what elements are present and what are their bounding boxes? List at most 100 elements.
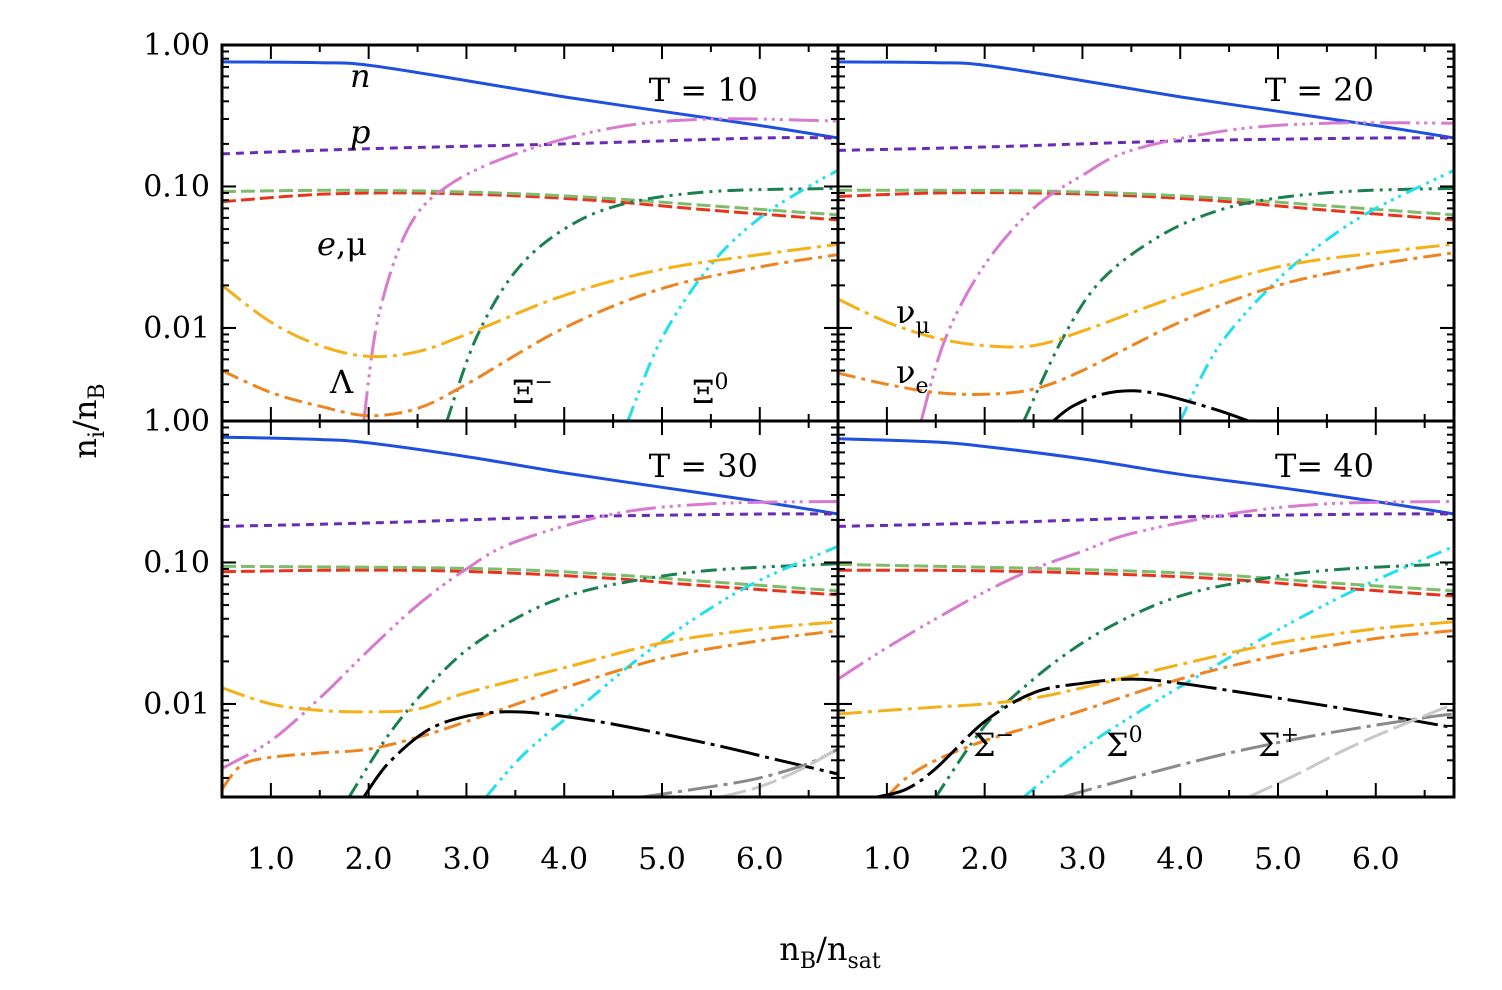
series-group [222, 60, 838, 421]
series-line-lambda [919, 121, 1454, 421]
series-line-n [222, 435, 838, 516]
species-label: p [350, 113, 370, 151]
series-line-xi-zero [1022, 545, 1454, 797]
panel-label: T = 20 [1265, 71, 1374, 109]
series-line-sigma-minus [1052, 389, 1250, 421]
x-tick-label: 3.0 [443, 842, 491, 877]
series-line-nu-e [222, 629, 838, 791]
x-axis-title: nB/nsat [779, 930, 881, 974]
x-tick-label: 1.0 [247, 842, 295, 877]
axis-title-sub: i [85, 431, 110, 438]
series-group [222, 435, 838, 797]
y-tick-label: 1.00 [143, 28, 210, 63]
axis-title-sub: B [800, 949, 816, 974]
species-main: e [317, 225, 336, 263]
x-tick-label: 4.0 [540, 842, 588, 877]
series-line-nu-e [885, 629, 1454, 797]
series-line-nu-e [222, 253, 838, 418]
y-tick-label: 0.10 [143, 169, 210, 204]
panel-label: T = 10 [649, 71, 758, 109]
series-line-e [222, 568, 838, 597]
series-line-mu [222, 188, 838, 217]
x-tick-label: 4.0 [1156, 842, 1204, 877]
series-line-e [222, 191, 838, 222]
species-main: Ξ [512, 373, 535, 411]
species-main: n [350, 57, 371, 95]
series-line-n [222, 60, 838, 140]
axis-title-sub2: sat [847, 949, 880, 974]
panel-2: T = 20 νμ νe [836, 43, 1456, 423]
x-tick-label: 2.0 [345, 842, 393, 877]
series-line-p [838, 512, 1454, 528]
species-label: Λ [329, 363, 354, 401]
y-tick-label: 0.01 [143, 311, 210, 346]
species-main: Σ [1258, 726, 1281, 764]
species-label: n [350, 57, 371, 95]
series-line-n [838, 437, 1454, 516]
series-line-xi-minus [347, 562, 838, 797]
series-line-xi-minus [1022, 186, 1454, 421]
species-label: Σ0 [1106, 723, 1143, 764]
y-tick-label: 0.01 [143, 687, 210, 722]
panel-label: T= 40 [1275, 447, 1374, 485]
x-tick-label: 5.0 [1254, 842, 1302, 877]
series-line-xi-zero [484, 545, 838, 797]
species-extra: ,μ [336, 225, 367, 263]
species-sup: − [996, 723, 1014, 748]
series-line-xi-minus [445, 186, 838, 421]
series-line-sigma-plus [1248, 702, 1454, 797]
series-group [838, 60, 1454, 421]
species-label: Σ+ [1258, 723, 1299, 764]
y-tick-label: 1.00 [143, 404, 210, 439]
axis-title-main: n [66, 438, 104, 459]
series-line-sigma-minus [876, 677, 1454, 797]
species-main: Σ [1106, 726, 1129, 764]
panel-4: 1.0 2.0 3.0 4.0 5.0 6.0T= 40Σ− Σ0 Σ+ [836, 419, 1456, 877]
species-sup: 0 [1129, 723, 1143, 748]
panel-label: T = 30 [649, 447, 758, 485]
species-label: νμ [896, 293, 930, 339]
series-line-n [838, 60, 1454, 140]
species-main: Ξ [692, 373, 715, 411]
series-line-lambda [222, 500, 838, 770]
series-line-mu [222, 564, 838, 593]
y-tick-label: 0.10 [143, 545, 210, 580]
species-label: νe [896, 353, 928, 399]
x-tick-label: 1.0 [863, 842, 911, 877]
series-line-nu-e [838, 251, 1454, 396]
series-line-e [838, 191, 1454, 222]
x-tick-label: 3.0 [1059, 842, 1107, 877]
series-line-sigma-zero [1062, 712, 1454, 797]
axis-title-sub2: B [85, 383, 110, 399]
series-line-xi-minus [934, 562, 1454, 797]
series-line-sigma-minus [362, 710, 838, 797]
species-sup: − [535, 370, 553, 395]
x-tick-label: 6.0 [1352, 842, 1400, 877]
series-line-nu-mu [838, 620, 1454, 716]
species-sup: + [1281, 723, 1299, 748]
series-line-p [222, 136, 838, 156]
species-sub: μ [915, 314, 929, 339]
x-tick-label: 5.0 [638, 842, 686, 877]
series-line-sigma-plus [720, 747, 838, 797]
panel-frame [836, 419, 1456, 799]
axis-title-sep: /n [66, 400, 104, 431]
panel-3: 1.00 0.10 0.01 1.0 2.0 3.0 4.0 5.0 6.0 T = 30 [143, 404, 840, 877]
species-main: ν [896, 353, 915, 391]
series-line-xi-zero [626, 169, 838, 421]
series-line-p [222, 512, 838, 528]
species-main: Λ [329, 363, 354, 401]
axis-title-main: n [779, 930, 800, 968]
species-label: Ξ− [512, 370, 553, 411]
species-label: Ξ0 [692, 370, 729, 411]
species-label: e,μ [317, 225, 367, 263]
series-line-lambda [362, 117, 838, 421]
series-line-p [838, 136, 1454, 152]
series-line-sigma-zero [642, 747, 838, 797]
axis-title-sep: /n [816, 930, 847, 968]
x-tick-label: 6.0 [736, 842, 784, 877]
series-line-lambda [838, 500, 1454, 681]
y-axis-title: ni/nB [66, 383, 110, 458]
